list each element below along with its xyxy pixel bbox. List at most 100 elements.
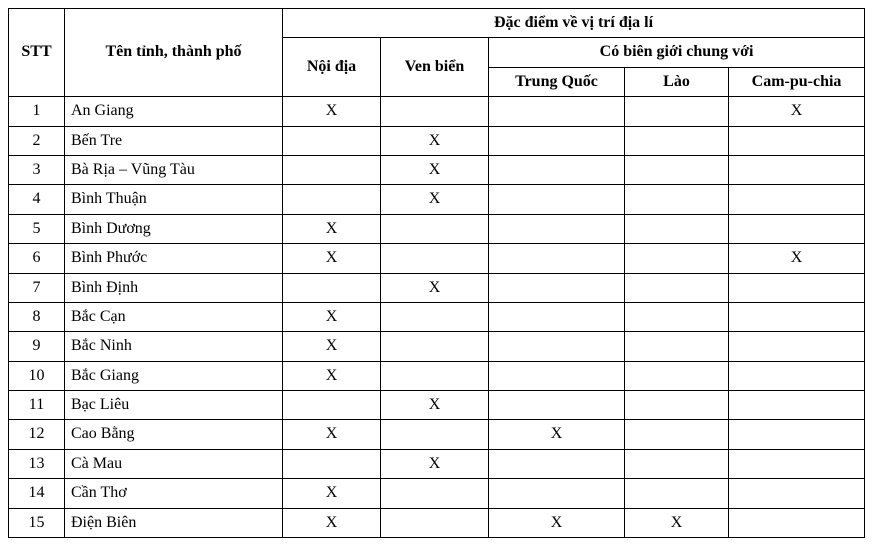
cell-ven-bien [381, 302, 489, 331]
cell-name: Bà Rịa – Vũng Tàu [65, 155, 283, 184]
cell-ven-bien: X [381, 391, 489, 420]
table-row: 14Cần ThơX [9, 479, 865, 508]
cell-lao [625, 185, 729, 214]
table-row: 8Bắc CạnX [9, 302, 865, 331]
cell-trung-quoc [489, 126, 625, 155]
cell-ven-bien [381, 332, 489, 361]
cell-ven-bien: X [381, 155, 489, 184]
cell-cam-pu-chia [729, 273, 865, 302]
table-row: 10Bắc GiangX [9, 361, 865, 390]
cell-trung-quoc: X [489, 508, 625, 537]
cell-stt: 11 [9, 391, 65, 420]
cell-trung-quoc [489, 214, 625, 243]
col-header-group: Đặc điểm về vị trí địa lí [283, 9, 865, 38]
cell-ven-bien [381, 420, 489, 449]
cell-trung-quoc [489, 449, 625, 478]
cell-ven-bien [381, 214, 489, 243]
cell-lao [625, 302, 729, 331]
cell-name: Cà Mau [65, 449, 283, 478]
cell-stt: 10 [9, 361, 65, 390]
table-row: 11Bạc Liêu X [9, 391, 865, 420]
cell-trung-quoc [489, 273, 625, 302]
cell-trung-quoc [489, 185, 625, 214]
cell-stt: 4 [9, 185, 65, 214]
cell-lao [625, 332, 729, 361]
cell-cam-pu-chia [729, 508, 865, 537]
cell-name: Bình Phước [65, 244, 283, 273]
cell-noi-dia: X [283, 97, 381, 126]
cell-noi-dia: X [283, 508, 381, 537]
cell-name: Bắc Giang [65, 361, 283, 390]
cell-ven-bien [381, 479, 489, 508]
cell-stt: 2 [9, 126, 65, 155]
col-header-noi-dia: Nội địa [283, 38, 381, 97]
cell-cam-pu-chia [729, 214, 865, 243]
cell-lao [625, 391, 729, 420]
cell-stt: 6 [9, 244, 65, 273]
cell-stt: 8 [9, 302, 65, 331]
col-header-ven-bien: Ven biển [381, 38, 489, 97]
cell-ven-bien [381, 244, 489, 273]
cell-trung-quoc [489, 479, 625, 508]
col-header-bien-gioi: Có biên giới chung với [489, 38, 865, 67]
provinces-table: STT Tên tỉnh, thành phố Đặc điểm về vị t… [8, 8, 865, 538]
cell-lao [625, 126, 729, 155]
cell-noi-dia [283, 449, 381, 478]
cell-name: Bình Dương [65, 214, 283, 243]
table-header: STT Tên tỉnh, thành phố Đặc điểm về vị t… [9, 9, 865, 97]
cell-cam-pu-chia [729, 126, 865, 155]
cell-name: Điện Biên [65, 508, 283, 537]
table-row: 5Bình DươngX [9, 214, 865, 243]
col-header-trung-quoc: Trung Quốc [489, 67, 625, 96]
cell-cam-pu-chia: X [729, 244, 865, 273]
cell-lao [625, 97, 729, 126]
cell-ven-bien: X [381, 185, 489, 214]
col-header-stt: STT [9, 9, 65, 97]
cell-noi-dia [283, 273, 381, 302]
col-header-name: Tên tỉnh, thành phố [65, 9, 283, 97]
cell-trung-quoc: X [489, 420, 625, 449]
cell-noi-dia [283, 185, 381, 214]
cell-stt: 14 [9, 479, 65, 508]
table-row: 4Bình ThuậnX [9, 185, 865, 214]
cell-noi-dia [283, 126, 381, 155]
cell-noi-dia: X [283, 479, 381, 508]
cell-lao [625, 244, 729, 273]
cell-ven-bien [381, 97, 489, 126]
cell-stt: 3 [9, 155, 65, 184]
cell-name: Bình Định [65, 273, 283, 302]
cell-name: Cần Thơ [65, 479, 283, 508]
cell-stt: 7 [9, 273, 65, 302]
table-row: 7Bình ĐịnhX [9, 273, 865, 302]
cell-trung-quoc [489, 302, 625, 331]
cell-lao [625, 479, 729, 508]
cell-stt: 5 [9, 214, 65, 243]
cell-cam-pu-chia [729, 185, 865, 214]
cell-cam-pu-chia [729, 361, 865, 390]
table-row: 2Bến TreX [9, 126, 865, 155]
table-row: 12Cao BằngXX [9, 420, 865, 449]
cell-cam-pu-chia [729, 391, 865, 420]
table-row: 9Bắc NinhX [9, 332, 865, 361]
cell-name: Cao Bằng [65, 420, 283, 449]
table-body: 1An GiangXX2Bến TreX3Bà Rịa – Vũng TàuX4… [9, 97, 865, 538]
cell-lao [625, 449, 729, 478]
cell-name: An Giang [65, 97, 283, 126]
cell-trung-quoc [489, 97, 625, 126]
cell-name: Bạc Liêu [65, 391, 283, 420]
cell-ven-bien [381, 361, 489, 390]
cell-trung-quoc [489, 391, 625, 420]
cell-ven-bien [381, 508, 489, 537]
table-row: 15Điện BiênXXX [9, 508, 865, 537]
cell-noi-dia [283, 391, 381, 420]
cell-cam-pu-chia [729, 302, 865, 331]
cell-lao: X [625, 508, 729, 537]
cell-noi-dia: X [283, 361, 381, 390]
cell-lao [625, 420, 729, 449]
cell-cam-pu-chia: X [729, 97, 865, 126]
cell-noi-dia [283, 155, 381, 184]
cell-noi-dia: X [283, 332, 381, 361]
cell-name: Bắc Cạn [65, 302, 283, 331]
cell-noi-dia: X [283, 244, 381, 273]
cell-noi-dia: X [283, 420, 381, 449]
